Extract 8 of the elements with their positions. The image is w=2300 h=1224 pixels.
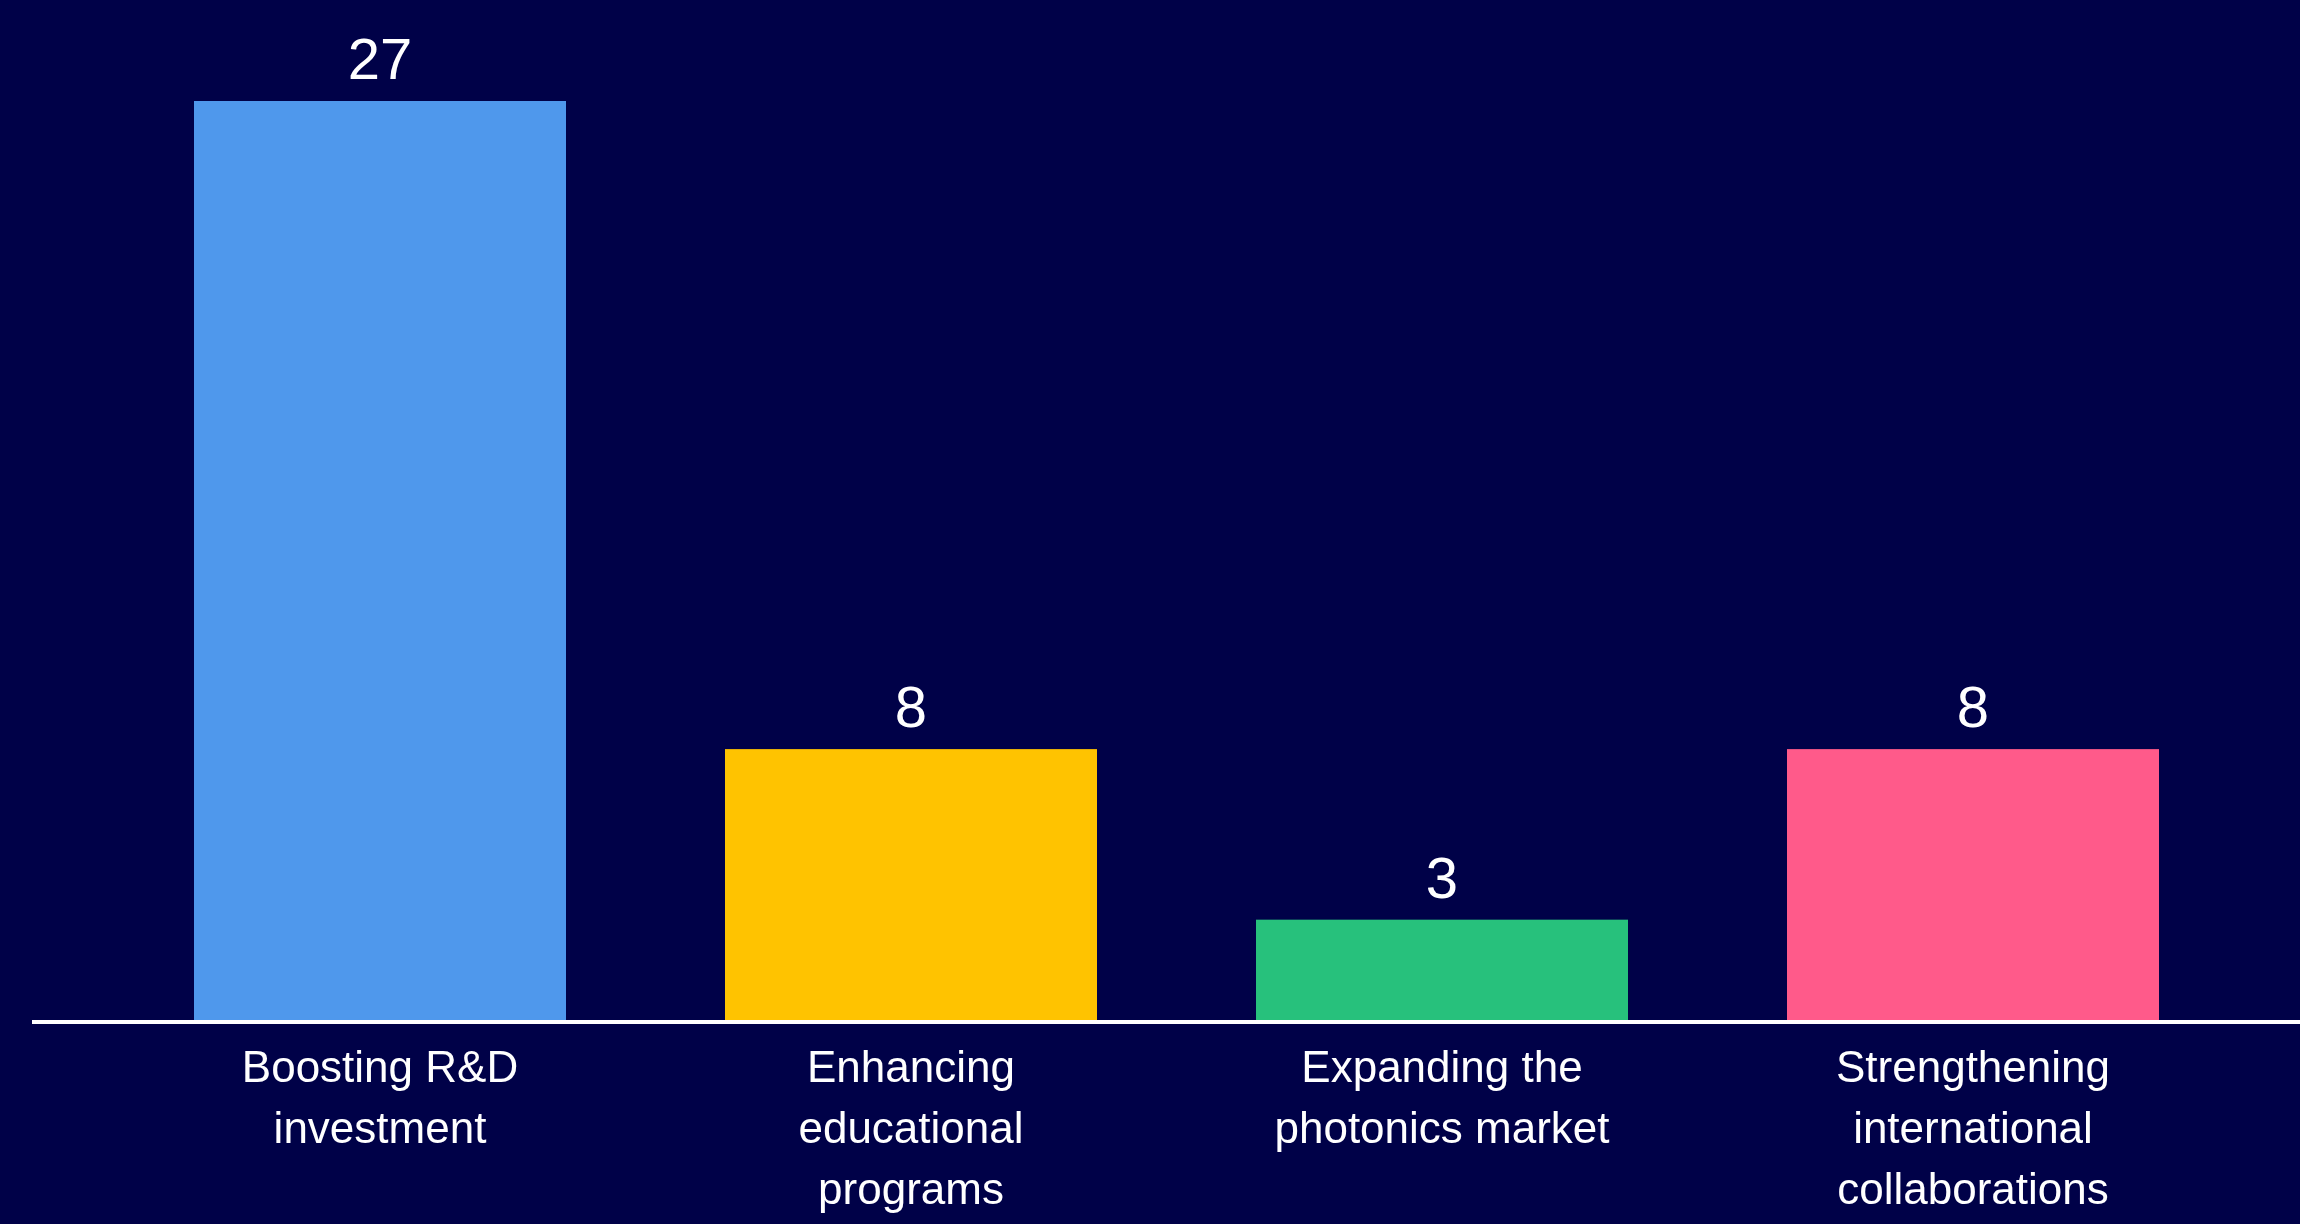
x-tick-label: Strengthening international collaborations (1836, 1042, 2110, 1213)
x-tick-label: Enhancing educational programs (798, 1042, 1024, 1213)
x-tick-label: Expanding the photonics market (1274, 1042, 1610, 1152)
data-label: 8 (1956, 674, 1990, 740)
data-label: 27 (347, 26, 413, 91)
x-tick-label: Boosting R&D investment (241, 1042, 519, 1152)
data-label: 3 (1425, 844, 1459, 910)
data-label: 8 (894, 674, 928, 740)
